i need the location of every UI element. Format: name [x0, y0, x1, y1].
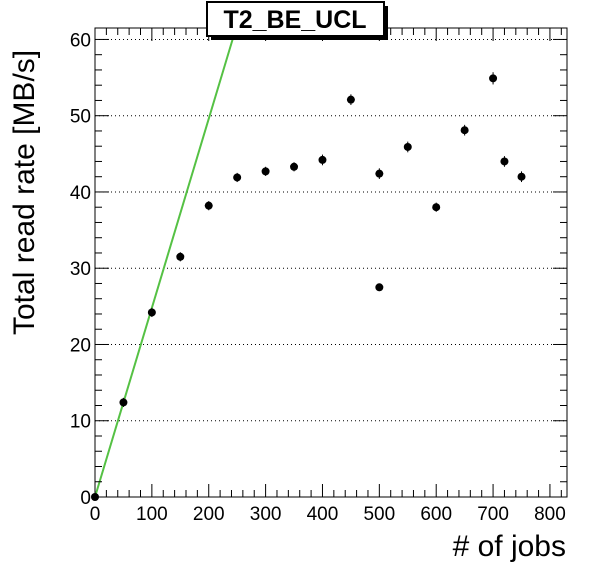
point-marker [261, 167, 270, 176]
y-tick-label: 30 [70, 259, 91, 280]
data-point [176, 252, 185, 262]
point-marker [460, 126, 469, 135]
x-tick-label: 200 [193, 504, 225, 525]
data-point [261, 166, 270, 176]
point-marker [403, 142, 412, 151]
chart-title: T2_BE_UCL [223, 6, 366, 34]
point-marker [290, 162, 299, 171]
x-tick-label: 100 [136, 504, 168, 525]
fit-line-segment [94, 27, 237, 498]
x-tick-label: 300 [250, 504, 282, 525]
data-point [318, 154, 327, 166]
data-point [375, 168, 384, 179]
point-marker [375, 283, 384, 292]
y-axis-label: Total read rate [MB/s] [8, 50, 41, 335]
x-axis-ticks: 0 100 200 300 400 500 600 700 800 [90, 28, 566, 525]
data-point [403, 141, 412, 153]
data-point [489, 72, 498, 85]
point-marker [375, 169, 384, 178]
y-tick-label: 10 [70, 412, 91, 433]
data-point [432, 202, 441, 212]
point-marker [204, 201, 213, 210]
point-marker [517, 172, 526, 181]
point-marker [233, 173, 242, 182]
y-tick-label: 20 [70, 335, 91, 356]
grid-lines [95, 38, 567, 422]
data-point [233, 172, 242, 183]
fit-line [94, 27, 237, 498]
point-marker [119, 398, 128, 407]
x-tick-label: 800 [534, 504, 566, 525]
x-tick-label: 600 [420, 504, 452, 525]
data-point [290, 162, 299, 172]
data-point [346, 94, 355, 106]
data-point [119, 397, 128, 408]
x-tick-label: 400 [307, 504, 339, 525]
x-axis-label: # of jobs [453, 530, 566, 563]
data-point [375, 283, 384, 292]
x-tick-label: 700 [477, 504, 509, 525]
point-marker [489, 74, 498, 83]
data-point [460, 124, 469, 136]
point-marker [147, 308, 156, 317]
point-marker [432, 203, 441, 212]
data-point [147, 307, 156, 318]
point-marker [346, 95, 355, 104]
y-tick-label: 50 [70, 107, 91, 128]
y-tick-label: 40 [70, 183, 91, 204]
data-point [500, 156, 509, 167]
y-axis-ticks: 0 10 20 30 40 50 60 [70, 30, 567, 509]
x-tick-label: 500 [363, 504, 395, 525]
point-marker [176, 252, 185, 261]
y-tick-label: 0 [80, 488, 91, 509]
data-point [517, 171, 526, 183]
data-point [204, 201, 213, 211]
chart-title-box: T2_BE_UCL [206, 1, 388, 40]
point-marker [500, 157, 509, 166]
y-tick-label: 60 [70, 30, 91, 51]
point-marker [318, 155, 327, 164]
data-points [91, 72, 526, 501]
x-tick-label: 0 [90, 504, 101, 525]
